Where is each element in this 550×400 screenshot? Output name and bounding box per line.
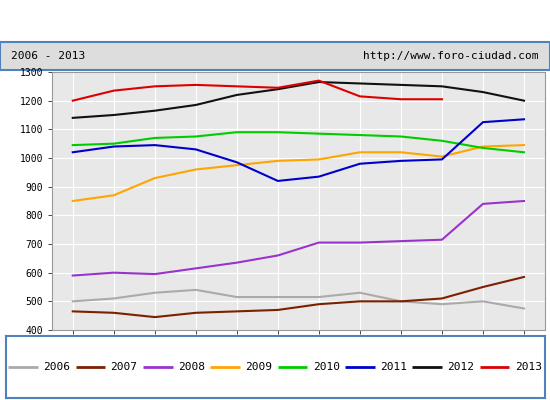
Text: http://www.foro-ciudad.com: http://www.foro-ciudad.com: [364, 51, 539, 61]
Text: 2013: 2013: [515, 362, 542, 372]
Text: 2011: 2011: [380, 362, 407, 372]
Text: 2007: 2007: [111, 362, 138, 372]
Text: 2006: 2006: [43, 362, 70, 372]
Text: Evolucion del paro registrado en Valsequillo de Gran Canaria: Evolucion del paro registrado en Valsequ…: [35, 14, 515, 28]
Text: 2010: 2010: [313, 362, 340, 372]
Text: 2006 - 2013: 2006 - 2013: [11, 51, 85, 61]
Text: 2008: 2008: [178, 362, 205, 372]
Text: 2009: 2009: [245, 362, 272, 372]
Text: 2012: 2012: [448, 362, 475, 372]
